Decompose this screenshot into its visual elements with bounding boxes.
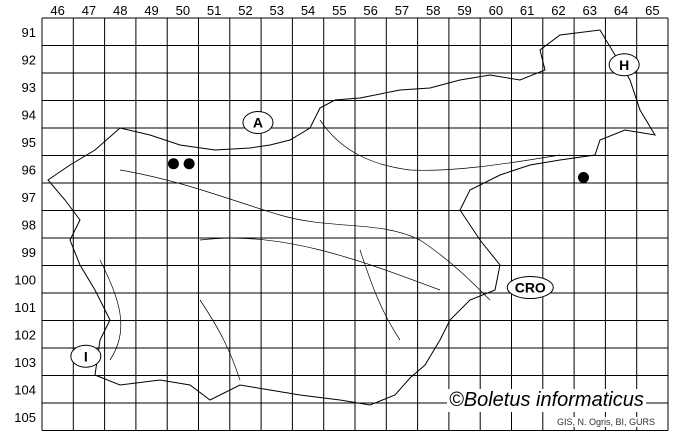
row-label: 93 [22, 80, 36, 95]
column-label: 59 [457, 3, 471, 18]
record-dot [167, 158, 179, 170]
country-outline [47, 29, 656, 406]
row-label: 94 [22, 107, 36, 122]
column-label: 55 [332, 3, 346, 18]
column-label: 47 [82, 3, 96, 18]
country-label-oval [608, 53, 640, 77]
grid-labels: 46 47 48 49 50 51 52 53 54 55 56 57 58 59 60 61 62 63 64 65… [14, 3, 659, 425]
row-label: 102 [14, 327, 36, 342]
column-label: 64 [614, 3, 628, 18]
country-label-oval [242, 111, 274, 134]
country-labels: A H CRO I [70, 53, 640, 368]
grid [41, 17, 669, 431]
column-label: 61 [520, 3, 534, 18]
column-label: 49 [144, 3, 158, 18]
column-label: 48 [113, 3, 127, 18]
column-label: 56 [363, 3, 377, 18]
country-label: CRO [515, 280, 546, 296]
column-label: 65 [645, 3, 659, 18]
column-label: 46 [50, 3, 64, 18]
row-label: 97 [22, 190, 36, 205]
column-label: 50 [176, 3, 190, 18]
country-label: A [253, 115, 263, 131]
column-label: 52 [238, 3, 252, 18]
row-label: 92 [22, 52, 36, 67]
row-label: 99 [22, 245, 36, 260]
record-dot [183, 158, 195, 170]
country-label: I [84, 348, 88, 364]
row-label: 103 [14, 355, 36, 370]
column-label: 57 [395, 3, 409, 18]
row-label: 98 [22, 217, 36, 232]
row-label: 96 [22, 162, 36, 177]
credits-text: GIS, N. Ogris, BI, GURS [555, 417, 658, 427]
row-label: 101 [14, 300, 36, 315]
column-label: 63 [583, 3, 597, 18]
country-label: H [619, 57, 629, 73]
column-label: 58 [426, 3, 440, 18]
column-label: 51 [207, 3, 221, 18]
records [167, 158, 589, 183]
record-dot [577, 172, 589, 183]
rivers [99, 119, 561, 381]
column-label: 53 [270, 3, 284, 18]
copyright-text: ©Boletus informaticus [447, 389, 646, 412]
row-label: 100 [14, 272, 36, 287]
row-label: 95 [22, 135, 36, 150]
row-label: 105 [14, 410, 36, 425]
country-label-oval [506, 276, 554, 299]
column-label: 60 [489, 3, 503, 18]
row-label: 91 [22, 25, 36, 40]
country-label-oval [70, 344, 102, 368]
column-label: 62 [551, 3, 565, 18]
column-label: 54 [301, 3, 315, 18]
row-label: 104 [14, 382, 36, 397]
